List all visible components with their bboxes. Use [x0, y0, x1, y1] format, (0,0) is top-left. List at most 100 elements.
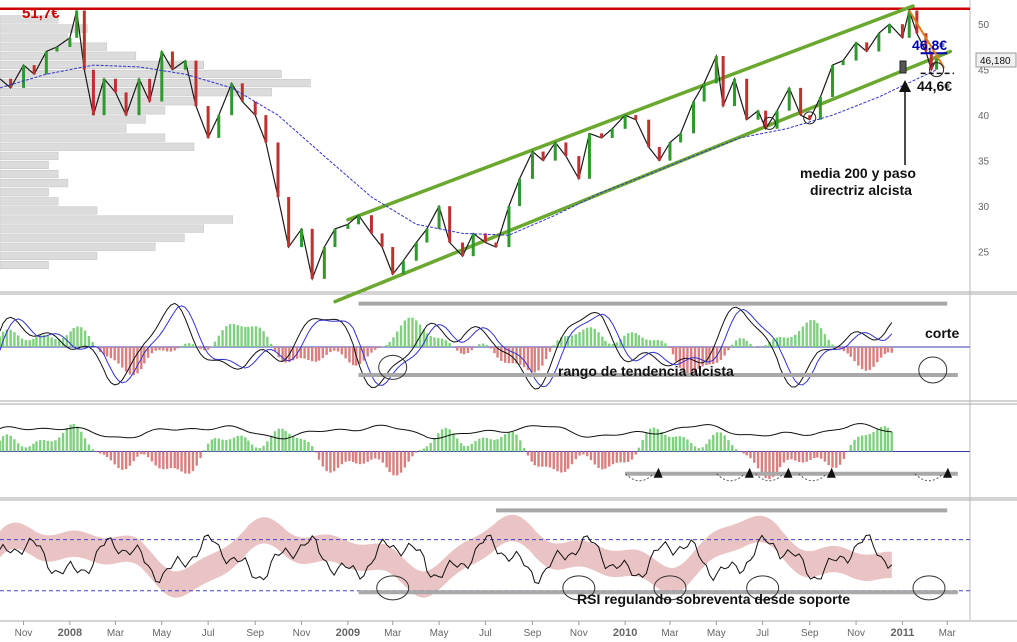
histogram-bar — [611, 344, 615, 347]
histogram-bar — [281, 428, 284, 452]
candle — [471, 233, 475, 257]
histogram-bar — [250, 444, 254, 452]
histogram-bar — [474, 441, 477, 452]
histogram-bar — [187, 343, 191, 347]
histogram-bar — [533, 347, 536, 373]
histogram-bar — [150, 451, 154, 462]
histogram-bar — [284, 347, 287, 363]
support-label: 44,6€ — [917, 78, 952, 94]
range-circle — [378, 354, 408, 380]
histogram-bar — [314, 347, 318, 362]
histogram-bar — [433, 337, 436, 347]
histogram-bar — [277, 428, 280, 452]
rsi-line — [0, 534, 893, 585]
histogram-bar — [876, 429, 879, 452]
candle — [380, 233, 384, 248]
histogram-bar — [619, 339, 622, 347]
histogram-bar — [544, 451, 548, 467]
x-tick-label: 2008 — [58, 627, 82, 639]
candle — [787, 87, 791, 111]
x-tick-label: Mar — [661, 628, 679, 639]
histogram-bar — [801, 451, 805, 463]
histogram-bar — [403, 451, 407, 468]
histogram-bar — [42, 440, 46, 452]
histogram-bar — [203, 347, 206, 351]
histogram-bar — [377, 451, 381, 460]
histogram-bar — [440, 338, 444, 347]
histogram-bar — [664, 343, 667, 347]
histogram-bar — [317, 451, 321, 460]
histogram-bar — [65, 428, 69, 452]
volume-profile-bar — [0, 233, 185, 242]
histogram-bar — [165, 347, 169, 352]
histogram-bar — [797, 451, 801, 462]
histogram-bar — [641, 439, 644, 452]
histogram-bar — [344, 347, 347, 359]
histogram-bar — [556, 451, 559, 472]
histogram-bar — [533, 451, 536, 466]
candle — [935, 58, 939, 70]
histogram-bar — [355, 451, 358, 464]
histogram-bar — [158, 451, 161, 469]
histogram-bar — [46, 440, 50, 452]
histogram-bar — [719, 347, 723, 360]
histogram-bar — [50, 441, 53, 452]
histogram-bar — [842, 347, 846, 352]
candle — [714, 56, 718, 84]
x-tick-label: Nov — [847, 628, 865, 639]
histogram-bar — [1, 436, 5, 452]
histogram-bar — [838, 451, 842, 465]
histogram-bar — [336, 347, 340, 352]
histogram-bar — [422, 329, 426, 347]
histogram-bar — [645, 339, 648, 347]
histogram-bar — [462, 445, 466, 452]
candle — [702, 83, 706, 102]
candle — [887, 24, 891, 34]
histogram-bar — [797, 331, 801, 347]
histogram-bar — [570, 451, 574, 465]
histogram-bar — [734, 340, 738, 347]
candle — [808, 115, 812, 120]
volume-profile-bar — [0, 51, 137, 60]
histogram-bar — [753, 451, 756, 463]
histogram-bar — [537, 347, 540, 371]
histogram-bar — [180, 451, 183, 472]
volume-profile-bar — [0, 33, 69, 42]
histogram-bar — [76, 426, 79, 452]
current-price-box — [975, 52, 1017, 68]
histogram-bar — [682, 347, 685, 373]
candle — [346, 224, 350, 229]
histogram-bar — [868, 434, 871, 452]
histogram-bar — [17, 335, 20, 347]
histogram-bar — [500, 347, 503, 361]
oscillator-line — [0, 302, 893, 390]
volume-profile-bar — [0, 215, 234, 224]
histogram-bar — [511, 431, 514, 452]
oscillator-line — [0, 423, 892, 440]
histogram-bar — [13, 439, 16, 452]
histogram-bar — [299, 438, 302, 452]
histogram-bar — [418, 450, 422, 452]
histogram-bar — [392, 337, 395, 347]
histogram-bar — [348, 347, 351, 363]
histogram-bar — [195, 451, 198, 466]
candle — [124, 92, 128, 116]
histogram-bar — [91, 342, 94, 347]
histogram-bar — [295, 438, 299, 452]
histogram-bar — [228, 324, 232, 347]
histogram-bar — [388, 451, 391, 473]
histogram-bar — [470, 347, 473, 351]
histogram-bar — [325, 451, 328, 472]
histogram-bar — [809, 320, 812, 347]
histogram-bar — [876, 347, 879, 363]
candle — [530, 151, 534, 179]
rango-label: rango de tendencia alcista — [558, 363, 734, 379]
ma200-touch-circle — [929, 62, 945, 78]
oscillator-panel-1 — [0, 301, 970, 390]
histogram-bar — [425, 333, 429, 347]
histogram-bar — [574, 334, 577, 347]
candle — [634, 115, 638, 120]
histogram-bar — [87, 335, 91, 347]
histogram-bar — [132, 451, 135, 462]
